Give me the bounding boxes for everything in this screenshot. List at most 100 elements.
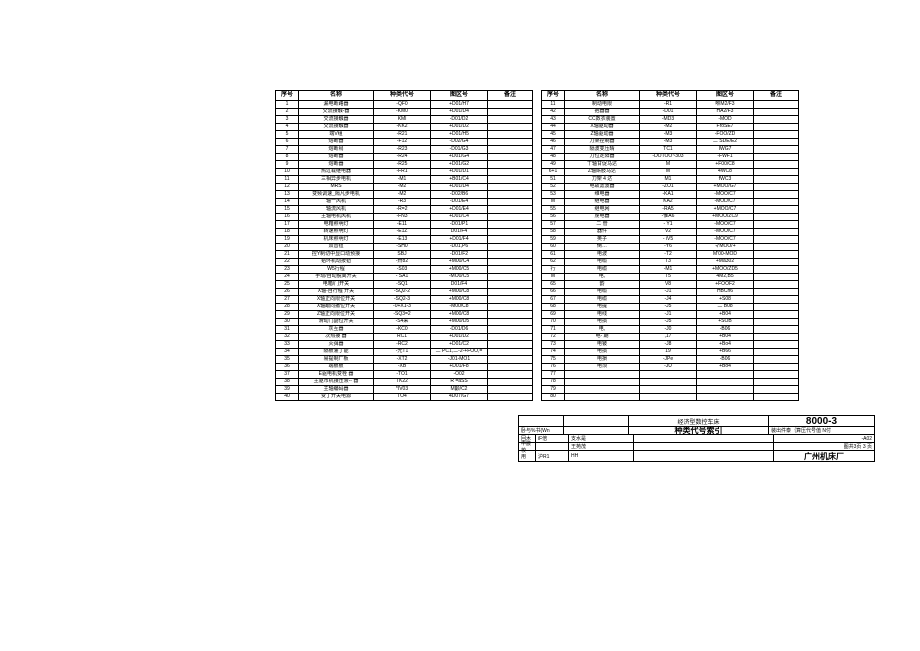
table-row: 31灰互器-KC0-D01/D6 — [276, 326, 533, 334]
cell-zone: 4D07/G7 — [431, 393, 488, 401]
cell-code: - Y1 — [640, 221, 697, 229]
cell-zone: -B06 — [697, 326, 754, 334]
cell-zone — [697, 393, 754, 401]
cell-code: M1 — [640, 176, 697, 184]
cell-zone: -MOO/C7 — [697, 191, 754, 199]
cell-seq: 72 — [542, 333, 565, 341]
cell-note — [488, 288, 533, 296]
cell-name: 双音钮 — [299, 243, 374, 251]
table-row: 59英子- iV5-MOO/C7 — [542, 236, 799, 244]
cell-code: KMl — [374, 116, 431, 124]
cell-note — [754, 213, 799, 221]
cell-note — [488, 206, 533, 214]
cell-name: 继电网 — [565, 206, 640, 214]
cell-seq: 48 — [542, 153, 565, 161]
table-row: 17电箱照明灯-E11-D01/P1 — [276, 221, 533, 229]
cell-code: 19 — [640, 348, 697, 356]
cell-zone: +D01/D4 — [431, 108, 488, 116]
cell-seq: 44 — [542, 123, 565, 131]
cell-name: W5行程 — [299, 266, 374, 274]
cell-note — [754, 168, 799, 176]
col-zone: 图区号 — [431, 91, 488, 101]
cell-name: 电损 — [565, 348, 640, 356]
cell-note — [754, 116, 799, 124]
company: 广州机床厂 — [774, 451, 874, 461]
cell-zone: 二 SDE/E2 — [697, 138, 754, 146]
cell-seq: 73 — [542, 341, 565, 349]
cell-seq: 78 — [542, 378, 565, 386]
table-row: 5端V组-R21+D01/H5 — [276, 131, 533, 139]
col-zone: 图区号 — [697, 91, 754, 101]
cell-note — [754, 318, 799, 326]
cell-name: 制动电限 — [565, 101, 640, 109]
cell-note — [754, 131, 799, 139]
cell-code: TC1 — [640, 146, 697, 154]
cell-note — [488, 378, 533, 386]
cell-name — [565, 386, 640, 394]
cell-code: M — [640, 168, 697, 176]
table-row: 43CC数衣装置-MD3-MOD — [542, 116, 799, 124]
cell-code: -JPe — [640, 356, 697, 364]
left-table: 序号 名称 种类代号 图区号 备注 1漏电断路器-QF0+D01/H72交流接触… — [275, 90, 533, 401]
cell-note — [754, 371, 799, 379]
cell-seq: 17 — [276, 221, 299, 229]
cell-name: 电缆 — [565, 296, 640, 304]
table-row: 25电箱/门开关-SQ1D01/F4 — [276, 281, 533, 289]
table-row: 9熔断器-R25+D01/G2 — [276, 161, 533, 169]
col-code: 种类代号 — [640, 91, 697, 101]
cell-seq: 55 — [542, 206, 565, 214]
cell-code: -SQ2-2 — [374, 288, 431, 296]
table-row: 14轴一风机-R3-D01/E4 — [276, 198, 533, 206]
cell-note — [754, 153, 799, 161]
cell-name: 韵 — [565, 281, 640, 289]
tb-l3: 用 — [519, 451, 536, 461]
cell-zone: M'00-MOD — [697, 251, 754, 259]
cell-zone: -D01/P1 — [431, 221, 488, 229]
cell-code: V2 — [640, 228, 697, 236]
cell-name: E驱电机变栓 器 — [299, 371, 374, 379]
cell-seq: 80 — [542, 393, 565, 401]
cell-code: T3 — [640, 258, 697, 266]
cell-code: -J5 — [640, 303, 697, 311]
cell-code: -QF0 — [374, 101, 431, 109]
cell-zone: +B01/C4 — [431, 176, 488, 184]
cell-name — [565, 378, 640, 386]
cell-code: V8 — [640, 281, 697, 289]
cell-zone: -MOD/C7 — [697, 198, 754, 206]
cell-zone: -D01/D6 — [431, 326, 488, 334]
table-row: 11制动电限-R1咻M2/F3 — [542, 101, 799, 109]
cell-note — [488, 281, 533, 289]
cell-code: -R23 — [374, 146, 431, 154]
cell-code: SBJ — [374, 251, 431, 259]
cell-zone: -FOO/ZD — [697, 131, 754, 139]
cell-zone: +D01/C4 — [431, 213, 488, 221]
tb-b1: iF倍 — [536, 435, 569, 442]
cell-note — [488, 303, 533, 311]
table-row: 15轴流风机-R=2+D01/E4 — [276, 206, 533, 214]
col-code: 种类代号 — [374, 91, 431, 101]
cell-note — [754, 251, 799, 259]
cell-name: 二 管 — [565, 221, 640, 229]
cell-zone: +MOO/G7 — [697, 183, 754, 191]
cell-zone: M颤/C2 — [431, 386, 488, 394]
cell-note — [754, 333, 799, 341]
cell-name: 主驱市机接压液-- 器 — [299, 378, 374, 386]
cell-name: 隔板灌丁能 — [299, 348, 374, 356]
index-title-span2 — [634, 443, 774, 450]
cell-seq: 45 — [542, 131, 565, 139]
cell-seq: 69 — [542, 311, 565, 319]
title-block: 经济型数控车床 8000-3 卧与%书(Wn 种类代号索引 装出件泰｛算压代号值… — [518, 415, 875, 462]
cell-name: 英子 — [565, 236, 640, 244]
cell-zone: +M00/C8 — [431, 296, 488, 304]
table-row: 52电故滤波器-ZO1+MOO/G7 — [542, 183, 799, 191]
cell-zone: +Ma302 — [697, 258, 754, 266]
cell-note — [754, 161, 799, 169]
cell-zone: マMOO/+ — [697, 243, 754, 251]
cell-note — [488, 191, 533, 199]
cell-name: 电线 — [565, 311, 640, 319]
cell-name: CC数衣装置 — [565, 116, 640, 124]
table-row: 10热过载继电器-FR1+D01/D1 — [276, 168, 533, 176]
cell-seq: 53 — [542, 191, 565, 199]
cell-zone: -MOO/C7 — [697, 228, 754, 236]
cell-name: 交流接触器 — [299, 123, 374, 131]
